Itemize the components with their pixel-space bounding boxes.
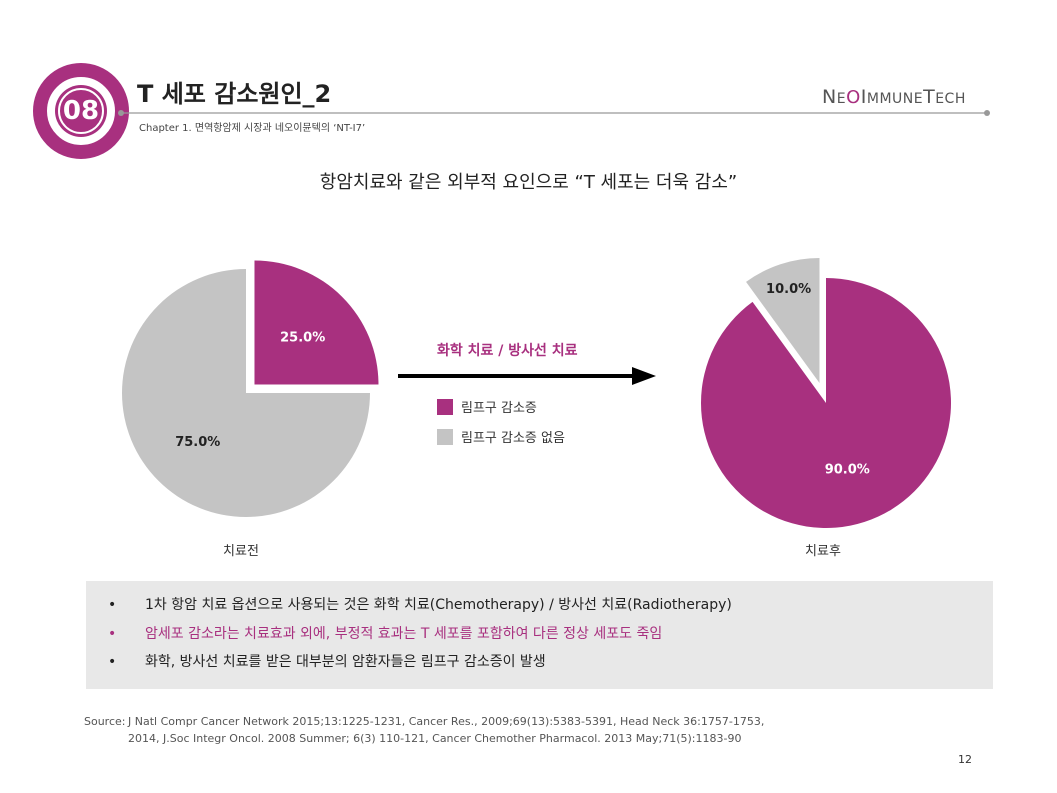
right-arrow-icon: [398, 367, 656, 385]
source-label: Source:: [84, 715, 126, 728]
data-label-lymphopenia: 25.0%: [280, 330, 325, 345]
pie-slice-no-lymphopenia: [746, 258, 820, 384]
bullet-icon: •: [108, 597, 117, 613]
legend-swatch-lymphopenia: [437, 398, 453, 415]
source-text-line-2: 2014, J.Soc Integr Oncol. 2008 Summer; 6…: [128, 732, 742, 745]
chapter-label: Chapter 1. 면역항암제 시장과 네오이뮨텍의 ‘NT-I7’: [139, 123, 366, 134]
page-title: T 세포 감소원인_2: [137, 80, 332, 108]
note-item: • 1차 항암 치료 옵션으로 사용되는 것은 화학 치료(Chemothera…: [108, 591, 993, 620]
treatment-label: 화학 치료 / 방사선 치료: [437, 343, 578, 359]
chart-label-after: 치료후: [805, 544, 841, 559]
notes-box: • 1차 항암 치료 옵션으로 사용되는 것은 화학 치료(Chemothera…: [86, 581, 993, 689]
pie-chart-before: 25.0% 75.0%: [122, 260, 379, 517]
legend-item-lymphopenia: 림프구 감소증: [437, 397, 537, 416]
logo-o-mark: O: [846, 87, 861, 108]
pie-chart-after: 90.0% 10.0%: [701, 258, 951, 528]
page-number: 12: [958, 753, 972, 766]
pie-slice-no-lymphopenia: [122, 269, 370, 517]
title-divider: [118, 110, 990, 116]
slide-subtitle: 항암치료와 같은 외부적 요인으로 “T 세포는 더욱 감소”: [319, 172, 738, 193]
pie-slice-lymphopenia: [254, 260, 379, 385]
note-text: 화학, 방사선 치료를 받은 대부분의 암환자들은 림프구 감소증이 발생: [145, 654, 546, 670]
note-text: 1차 항암 치료 옵션으로 사용되는 것은 화학 치료(Chemotherapy…: [145, 597, 732, 613]
note-text: 암세포 감소라는 치료효과 외에, 부정적 효과는 T 세포를 포함하여 다른 …: [145, 625, 663, 642]
data-label-no-lymphopenia: 75.0%: [175, 435, 220, 450]
legend-item-no-lymphopenia: 림프구 감소증 없음: [437, 427, 565, 446]
chart-label-before: 치료전: [223, 544, 259, 559]
legend-swatch-no-lymphopenia: [437, 428, 453, 445]
bullet-icon: •: [108, 654, 117, 670]
section-number: 08: [62, 96, 100, 126]
pie-slice-lymphopenia: [701, 278, 951, 528]
data-label-lymphopenia: 90.0%: [825, 462, 870, 477]
company-logo: NEOIMMUNETECH: [822, 86, 966, 108]
legend-label: 림프구 감소증: [461, 401, 537, 416]
data-label-no-lymphopenia: 10.0%: [766, 282, 811, 297]
legend-label: 림프구 감소증 없음: [461, 431, 565, 446]
bullet-icon: •: [108, 625, 117, 642]
note-item: • 화학, 방사선 치료를 받은 대부분의 암환자들은 림프구 감소증이 발생: [108, 648, 993, 677]
note-item: • 암세포 감소라는 치료효과 외에, 부정적 효과는 T 세포를 포함하여 다…: [108, 620, 993, 649]
source-text-line-1: J Natl Compr Cancer Network 2015;13:1225…: [128, 715, 765, 728]
